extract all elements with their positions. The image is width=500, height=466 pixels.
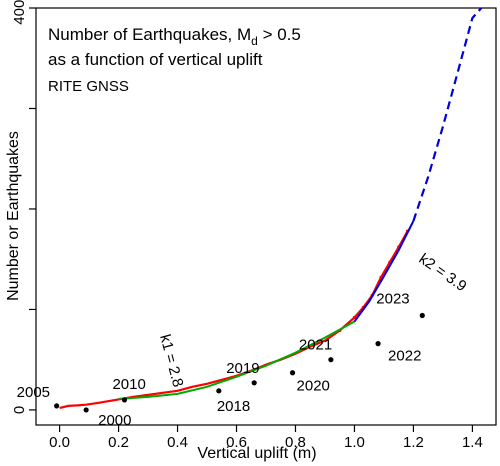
title-subscript: d	[251, 34, 258, 48]
chart-curves	[59, 7, 483, 409]
year-label-2022: 2022	[388, 348, 421, 365]
axis-ticks: 0.0 0.2 0.4 0.6 0.8 1.0 1.2 1.4 0 4000	[11, 0, 483, 451]
x-axis-label: Vertical uplift (m)	[197, 445, 316, 462]
chart-title-line1: Number of Earthquakes, Md > 0.5	[48, 25, 301, 48]
x-tick-label: 1.0	[344, 434, 365, 451]
year-label-2000: 2000	[98, 412, 131, 429]
title-prefix: Number of Earthquakes, M	[48, 25, 251, 44]
x-tick-label: 0.4	[167, 434, 188, 451]
year-points	[54, 312, 425, 413]
year-point-2019	[251, 380, 257, 386]
year-point-2000	[83, 407, 89, 413]
k1-label: k1 = 2.8	[156, 333, 186, 389]
x-tick-label: 1.2	[403, 434, 424, 451]
x-tick-label: 0.6	[226, 434, 247, 451]
year-label-2020: 2020	[297, 378, 330, 395]
fit-k2-line	[353, 220, 415, 323]
year-point-2005	[54, 403, 60, 409]
extrapolation-line	[412, 7, 483, 222]
plot-frame	[35, 7, 497, 426]
x-tick-label: 0.2	[108, 434, 129, 451]
y-axis-label: Number or Earthquakes	[5, 131, 22, 301]
y-tick-label: 4000	[11, 0, 28, 25]
year-point-2021	[328, 357, 334, 363]
year-point-2020	[289, 370, 296, 376]
chart-title-line3: RITE GNSS	[48, 78, 129, 95]
k2-label: k2 = 3.9	[416, 250, 470, 295]
year-point-2022	[375, 341, 381, 347]
chart-title-line2: as a function of vertical uplift	[48, 50, 263, 69]
y-tick-label: 0	[11, 406, 28, 414]
year-point-2018	[216, 388, 222, 394]
x-tick-label: 1.4	[462, 434, 483, 451]
title-suffix: > 0.5	[258, 25, 301, 44]
year-label-2018: 2018	[217, 398, 250, 415]
x-tick-label: 0.8	[285, 434, 306, 451]
observed-data-point	[352, 315, 357, 320]
year-label-2019: 2019	[226, 360, 259, 377]
year-label-2010: 2010	[112, 376, 145, 393]
year-point-2010	[121, 397, 128, 403]
fit-k1-line	[118, 320, 355, 400]
year-labels: 2000 2005 2010 2018 2019 2020 2021 2022 2023	[17, 290, 422, 428]
year-point-2023	[419, 312, 425, 319]
year-label-2023: 2023	[376, 290, 409, 307]
year-label-2021: 2021	[299, 337, 332, 354]
year-label-2005: 2005	[17, 384, 50, 401]
x-tick-label: 0.0	[49, 434, 70, 451]
